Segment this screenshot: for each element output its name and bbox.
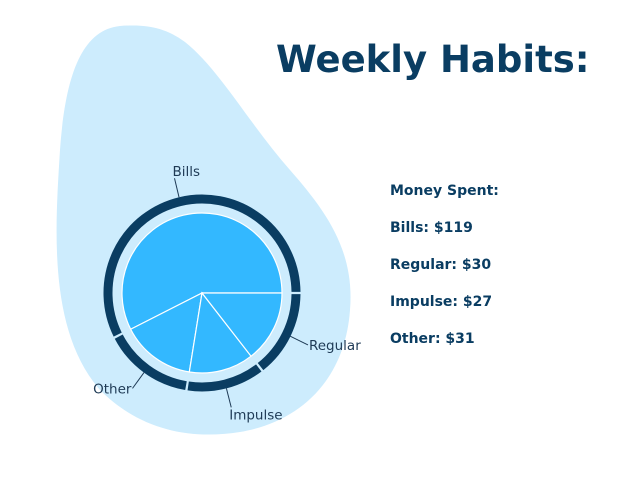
pie-slice-impulse [188,291,252,374]
leader-line-impulse [225,388,232,408]
pie-slice-bills [121,212,283,331]
summary-item-bills: Bills: $119 [390,220,473,236]
ring-segment-other [114,334,187,391]
summary-item-regular: Regular: $30 [390,257,492,273]
ring-segment-regular [257,293,301,371]
spending-summary: Money Spent: Bills: $119 Regular: $30 Im… [390,182,499,367]
summary-item-other: Other: $31 [390,331,475,347]
ring-segment-bills [103,194,301,337]
pie-slices [121,212,283,374]
pie-labels: Bills Other Impulse Regular [93,164,361,423]
summary-heading: Money Spent: [390,183,499,199]
page-title: Weekly Habits: [276,38,590,81]
ring-segment-impulse [187,364,262,392]
leader-line-regular [290,335,309,346]
summary-item-impulse: Impulse: $27 [390,294,493,310]
pie-label-other: Other [93,381,132,397]
leader-line-other [132,372,145,389]
leader-line-bills [174,178,180,198]
outer-ring [103,194,301,392]
pie-slice-regular [200,292,283,358]
pie-label-bills: Bills [172,164,200,180]
pie-slice-other [129,291,203,373]
pie-label-regular: Regular [309,338,361,354]
pie-label-impulse: Impulse [229,407,282,423]
